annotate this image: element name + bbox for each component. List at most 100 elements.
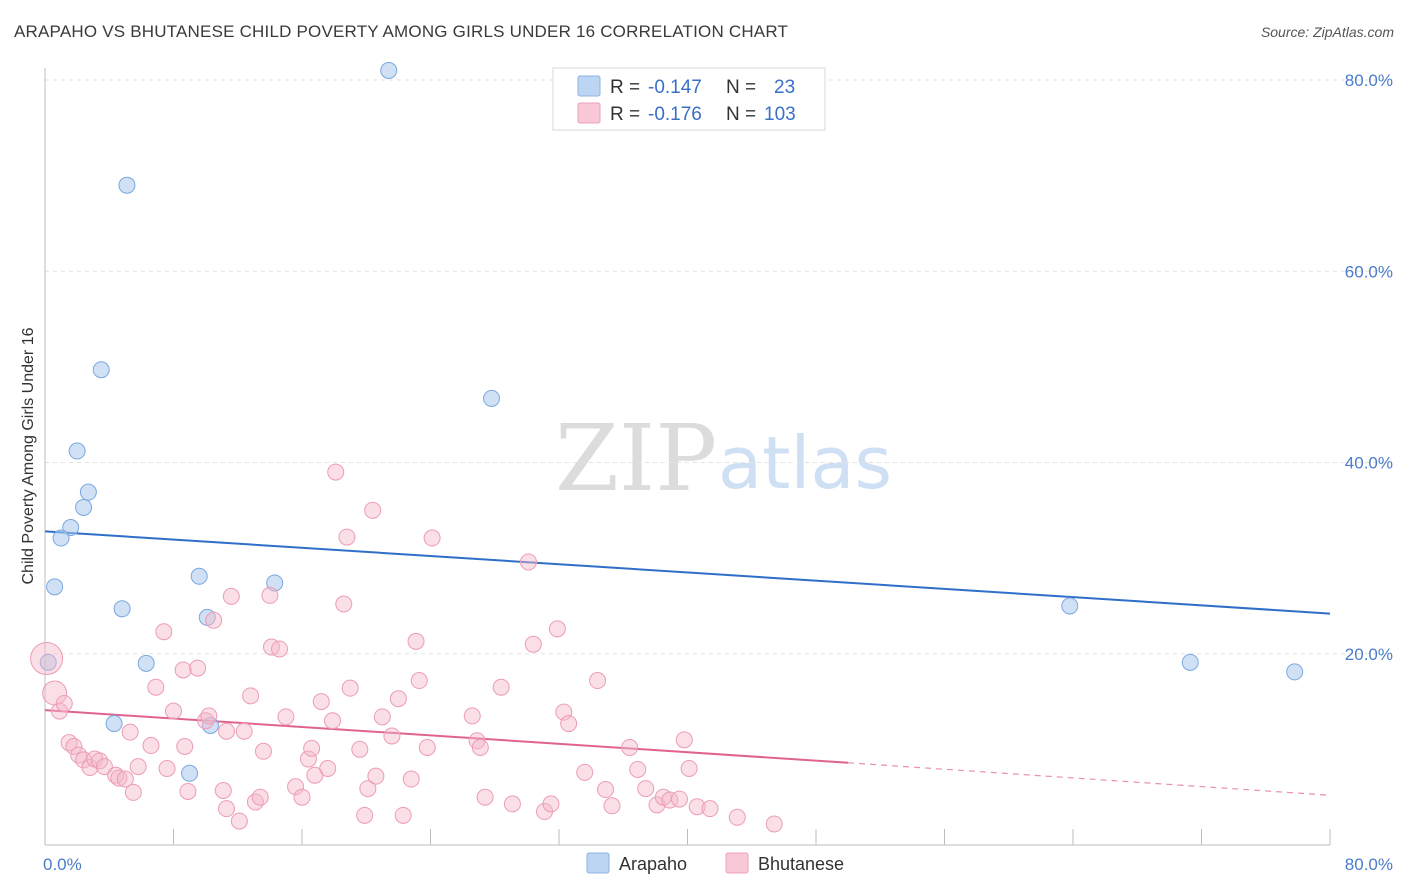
data-point-bhutanese	[95, 758, 113, 776]
trend-extension-bhutanese	[848, 762, 1331, 796]
data-point-bhutanese	[463, 707, 481, 725]
data-point-bhutanese	[542, 795, 560, 813]
series-legend: Arapaho Bhutanese	[586, 852, 844, 874]
data-point-bhutanese	[603, 797, 621, 815]
y-axis-label: Child Poverty Among Girls Under 16	[20, 327, 37, 584]
series-label-arapaho: Arapaho	[619, 854, 687, 874]
data-point-arapaho	[483, 389, 501, 407]
trend-lines	[44, 530, 1331, 796]
data-point-bhutanese	[142, 737, 160, 755]
data-point-bhutanese	[394, 806, 412, 824]
data-point-bhutanese	[389, 690, 407, 708]
data-point-bhutanese	[222, 587, 240, 605]
data-point-bhutanese	[155, 623, 173, 641]
data-point-arapaho	[1061, 597, 1079, 615]
y-tick-label: 40.0%	[1345, 454, 1393, 473]
x-tick-label: 0.0%	[43, 855, 82, 874]
data-point-arapaho	[79, 483, 97, 501]
data-point-bhutanese	[91, 752, 109, 770]
data-point-bhutanese	[218, 722, 236, 740]
data-point-bhutanese	[129, 758, 147, 776]
data-point-arapaho	[137, 654, 155, 672]
data-point-bhutanese	[30, 642, 64, 676]
series-swatch-arapaho	[586, 852, 610, 874]
data-point-bhutanese	[410, 672, 428, 690]
data-point-bhutanese	[65, 738, 83, 756]
data-point-bhutanese	[214, 781, 232, 799]
data-point-bhutanese	[492, 678, 510, 696]
data-point-bhutanese	[271, 640, 289, 658]
data-point-bhutanese	[765, 815, 783, 833]
data-point-bhutanese	[338, 528, 356, 546]
data-point-bhutanese	[524, 635, 542, 653]
data-point-bhutanese	[324, 712, 342, 730]
data-point-bhutanese	[675, 731, 693, 749]
legend-n-label-bhutanese: N =	[726, 104, 756, 125]
data-point-arapaho	[113, 600, 131, 618]
data-point-arapaho	[52, 529, 70, 547]
data-point-bhutanese	[200, 707, 218, 725]
data-point-bhutanese	[165, 702, 182, 720]
legend-n-value-arapaho: 23	[774, 77, 795, 98]
data-point-bhutanese	[629, 760, 647, 778]
data-point-bhutanese	[303, 739, 321, 757]
data-point-arapaho	[39, 653, 57, 671]
legend-r-label-bhutanese: R =	[610, 104, 640, 125]
data-point-arapaho	[92, 361, 110, 379]
data-point-bhutanese	[341, 679, 359, 697]
chart-title: ARAPAHO VS BHUTANESE CHILD POVERTY AMONG…	[14, 22, 789, 41]
series-swatch-bhutanese	[725, 852, 749, 874]
data-point-arapaho	[105, 715, 123, 733]
data-point-bhutanese	[158, 760, 176, 777]
y-tick-label: 20.0%	[1345, 645, 1393, 664]
data-point-bhutanese	[293, 788, 311, 806]
data-point-bhutanese	[367, 767, 385, 785]
data-point-bhutanese	[261, 586, 279, 604]
data-point-bhutanese	[418, 738, 436, 756]
data-point-arapaho	[181, 764, 199, 782]
data-point-bhutanese	[576, 763, 594, 781]
data-points	[30, 61, 1304, 833]
gridlines	[45, 79, 1390, 655]
axes	[44, 68, 1331, 846]
data-point-bhutanese	[55, 694, 73, 712]
data-point-bhutanese	[589, 672, 607, 690]
data-point-bhutanese	[147, 678, 165, 696]
data-point-bhutanese	[402, 770, 420, 788]
watermark-zip: ZIP	[555, 405, 717, 512]
data-point-bhutanese	[670, 790, 688, 808]
data-point-bhutanese	[174, 661, 192, 679]
data-point-bhutanese	[701, 800, 719, 818]
legend-swatch-arapaho	[577, 75, 601, 97]
series-label-bhutanese: Bhutanese	[758, 854, 844, 874]
data-point-bhutanese	[503, 795, 521, 813]
data-point-bhutanese	[423, 529, 441, 547]
data-point-bhutanese	[246, 793, 264, 811]
legend-r-value-bhutanese: -0.176	[648, 104, 702, 125]
y-tick-label: 80.0%	[1345, 71, 1393, 90]
legend-r-value-arapaho: -0.147	[648, 77, 702, 98]
legend-swatch-bhutanese	[577, 102, 601, 124]
data-point-arapaho	[62, 519, 80, 537]
trend-line-bhutanese	[44, 709, 849, 764]
data-point-bhutanese	[407, 632, 425, 650]
data-point-bhutanese	[81, 759, 99, 777]
data-point-bhutanese	[373, 708, 391, 726]
data-point-bhutanese	[107, 766, 125, 784]
data-point-bhutanese	[176, 738, 194, 756]
data-point-bhutanese	[116, 770, 134, 788]
data-point-bhutanese	[680, 760, 698, 777]
data-point-bhutanese	[70, 746, 88, 764]
legend-n-label-arapaho: N =	[726, 77, 756, 98]
x-tick-label: 80.0%	[1345, 855, 1393, 874]
data-point-bhutanese	[356, 806, 374, 824]
data-point-arapaho	[68, 442, 86, 460]
data-point-bhutanese	[359, 780, 377, 798]
data-point-arapaho	[118, 176, 136, 194]
data-point-bhutanese	[121, 723, 139, 741]
data-point-bhutanese	[335, 595, 353, 613]
data-point-bhutanese	[383, 727, 401, 745]
data-point-bhutanese	[597, 781, 615, 799]
data-point-arapaho	[380, 61, 398, 79]
